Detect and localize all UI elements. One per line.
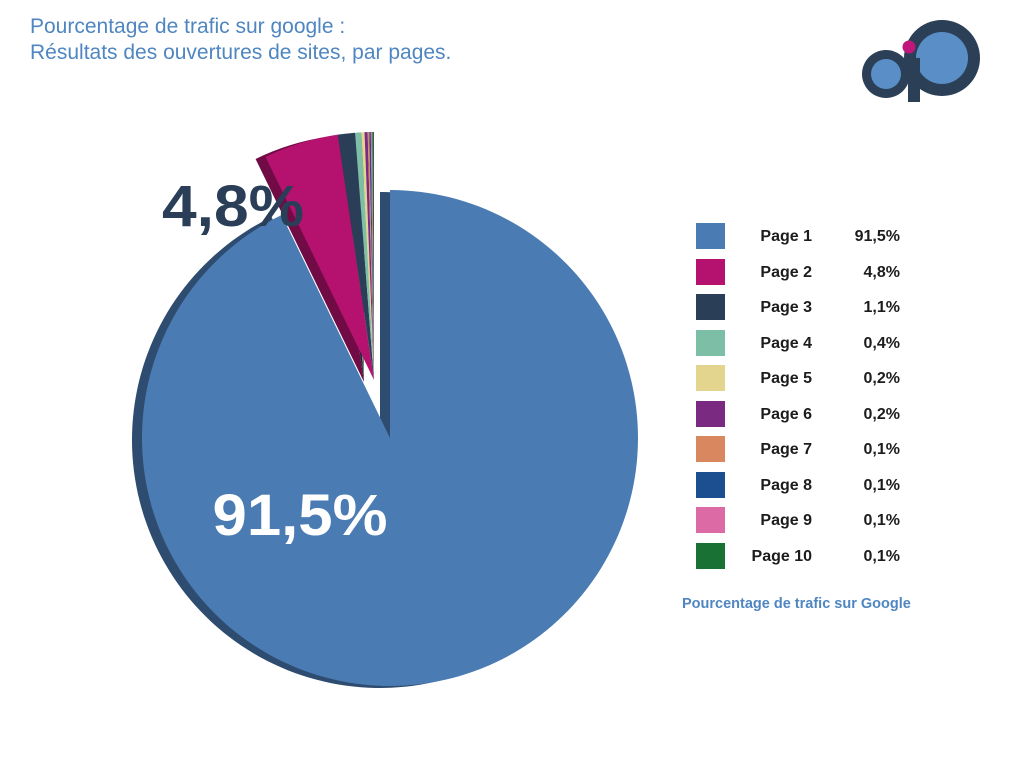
legend-value: 0,2% <box>863 370 900 387</box>
pie-data-label-2: 4,8% <box>162 174 304 239</box>
legend-label: Page 4 <box>760 334 812 352</box>
pie-slice-10 <box>372 132 374 380</box>
title-line-2: Résultats des ouvertures de sites, par p… <box>30 41 452 64</box>
title-line-1: Pourcentage de trafic sur google : <box>30 15 346 38</box>
legend-label: Page 10 <box>751 547 812 565</box>
legend-label: Page 1 <box>760 228 812 245</box>
legend-item: Page 10 0,1% <box>692 538 952 574</box>
legend-item: Page 3 1,1% <box>692 289 952 325</box>
legend-value: 0,4% <box>863 334 900 352</box>
legend-swatch <box>696 294 725 320</box>
legend-value: 0,1% <box>863 547 900 565</box>
legend-swatch <box>696 223 725 249</box>
pie-slice-6 <box>364 132 374 380</box>
pie-slice-5 <box>361 132 374 380</box>
legend-label: Page 3 <box>760 299 812 316</box>
legend-item: Page 5 0,2% <box>692 360 952 396</box>
legend-swatch <box>696 400 725 427</box>
legend-label: Page 7 <box>760 441 812 458</box>
legend-swatch <box>696 258 725 285</box>
legend-caption: Pourcentage de trafic sur Google <box>682 596 911 612</box>
legend-label: Page 5 <box>760 370 812 387</box>
legend-item: Page 8 0,1% <box>692 467 952 503</box>
legend-item: Page 6 0,2% <box>692 396 952 432</box>
pie-top-layer <box>141 132 638 686</box>
legend-value: 0,2% <box>863 405 900 423</box>
legend-value: 0,1% <box>863 476 900 494</box>
legend-swatch <box>696 471 725 498</box>
pie-slice-depth-2 <box>255 136 364 382</box>
legend-swatch <box>696 436 725 462</box>
pie-slice-2 <box>265 134 374 380</box>
pie-slice-7 <box>367 132 374 380</box>
pie-slice-3 <box>337 132 374 380</box>
legend-item: Page 4 0,4% <box>692 325 952 361</box>
legend-label: Page 2 <box>760 263 812 281</box>
pie-label-layer: 91,5% 4,8% <box>162 174 388 548</box>
ap-logo-icon <box>862 20 980 102</box>
legend-value: 1,1% <box>863 299 900 316</box>
pie-slice-9 <box>370 132 374 380</box>
legend-label: Page 6 <box>760 405 812 423</box>
chart-title: Pourcentage de trafic sur google : Résul… <box>30 14 451 66</box>
legend-label: Page 9 <box>760 512 812 529</box>
pie-slice-1 <box>141 190 638 686</box>
legend-item: Page 7 0,1% <box>692 431 952 467</box>
legend: Page 1 91,5% Page 2 4,8% Page 3 1,1% Page 4 0,4… <box>692 218 952 573</box>
pie-slice-8 <box>369 132 374 380</box>
legend-item: Page 9 0,1% <box>692 502 952 538</box>
legend-swatch <box>696 542 725 569</box>
legend-swatch <box>696 507 725 533</box>
legend-label: Page 8 <box>760 476 812 494</box>
legend-swatch <box>696 365 725 391</box>
legend-swatch <box>696 329 725 356</box>
legend-value: 0,1% <box>863 512 900 529</box>
legend-value: 0,1% <box>863 441 900 458</box>
legend-value: 4,8% <box>863 263 900 281</box>
legend-item: Page 1 91,5% <box>692 218 952 254</box>
legend-value: 91,5% <box>854 228 900 245</box>
legend-item: Page 2 4,8% <box>692 254 952 290</box>
pie-slice-4 <box>355 132 374 380</box>
pie-data-label-1: 91,5% <box>213 483 388 548</box>
